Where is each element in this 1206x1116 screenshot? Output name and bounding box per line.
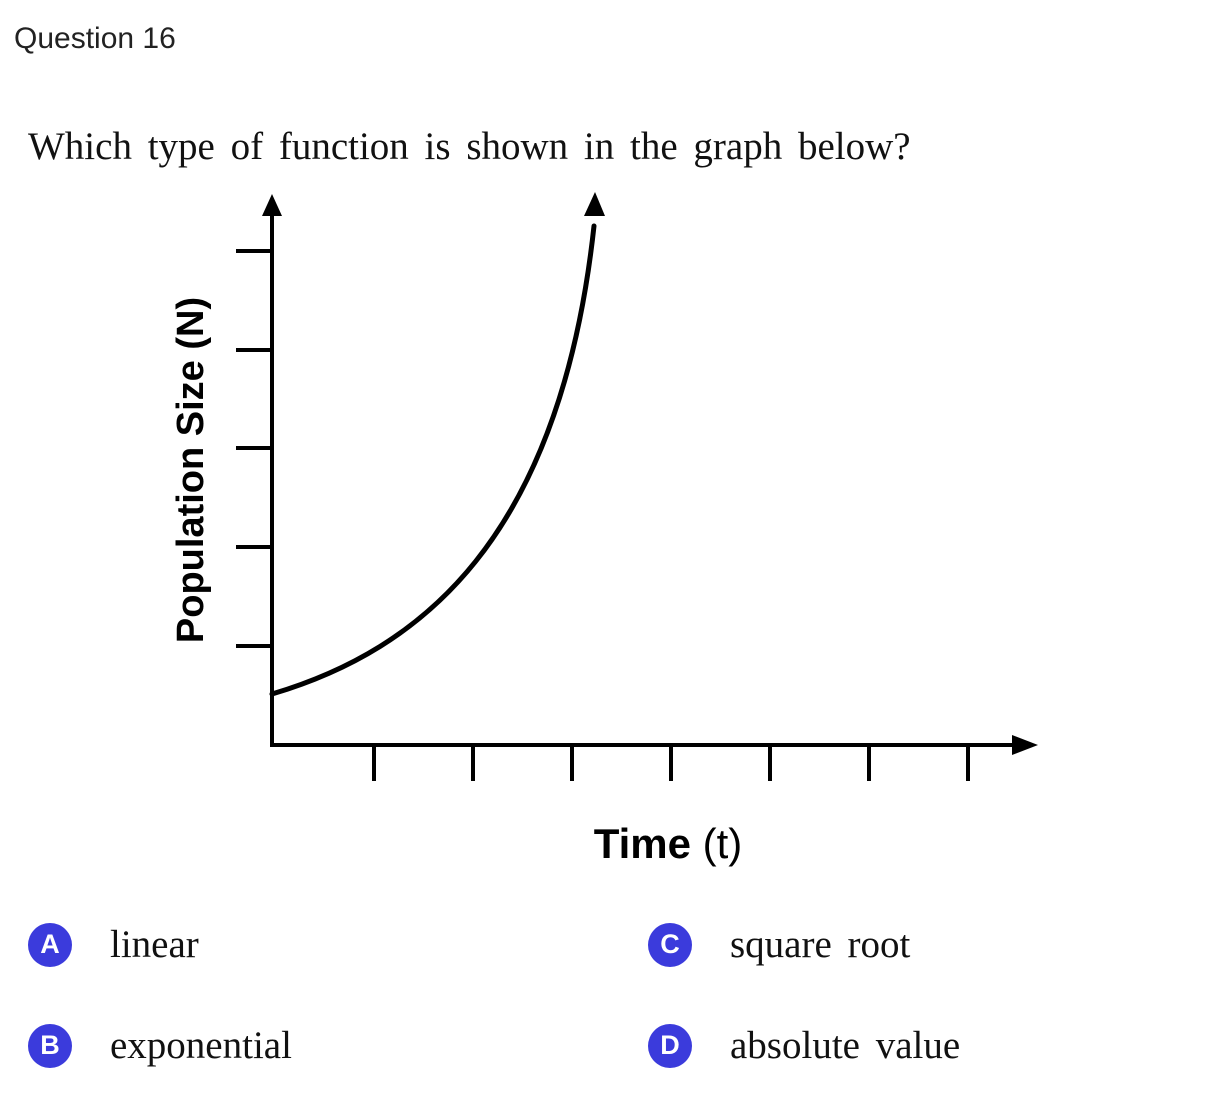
x-axis-label: Time (t) <box>594 820 743 867</box>
option-d-badge[interactable]: D <box>648 1023 692 1068</box>
question-prompt: Which type of function is shown in the g… <box>28 125 911 168</box>
y-ticks <box>236 249 272 648</box>
answer-option-c[interactable]: C square root <box>648 922 910 967</box>
option-a-text: linear <box>110 923 199 966</box>
option-b-badge[interactable]: B <box>28 1023 72 1068</box>
option-a-badge[interactable]: A <box>28 922 72 967</box>
option-c-badge[interactable]: C <box>648 922 692 967</box>
answer-option-b[interactable]: B exponential <box>28 1023 292 1068</box>
x-axis-label-main: Time <box>594 820 691 867</box>
x-axis-arrow <box>1012 735 1038 755</box>
y-axis-arrow <box>262 194 282 216</box>
option-c-text: square root <box>730 923 911 966</box>
growth-curve <box>269 223 597 697</box>
curve-arrow <box>584 192 605 216</box>
x-ticks <box>372 745 970 781</box>
option-d-text: absolute value <box>730 1024 961 1067</box>
answer-option-a[interactable]: A linear <box>28 922 199 967</box>
answer-option-d[interactable]: D absolute value <box>648 1023 960 1068</box>
option-b-text: exponential <box>110 1024 292 1067</box>
x-axis-label-var: (t) <box>703 820 743 867</box>
question-header: Question 16 <box>14 22 176 55</box>
y-axis-label: Population Size (N) <box>170 297 212 643</box>
